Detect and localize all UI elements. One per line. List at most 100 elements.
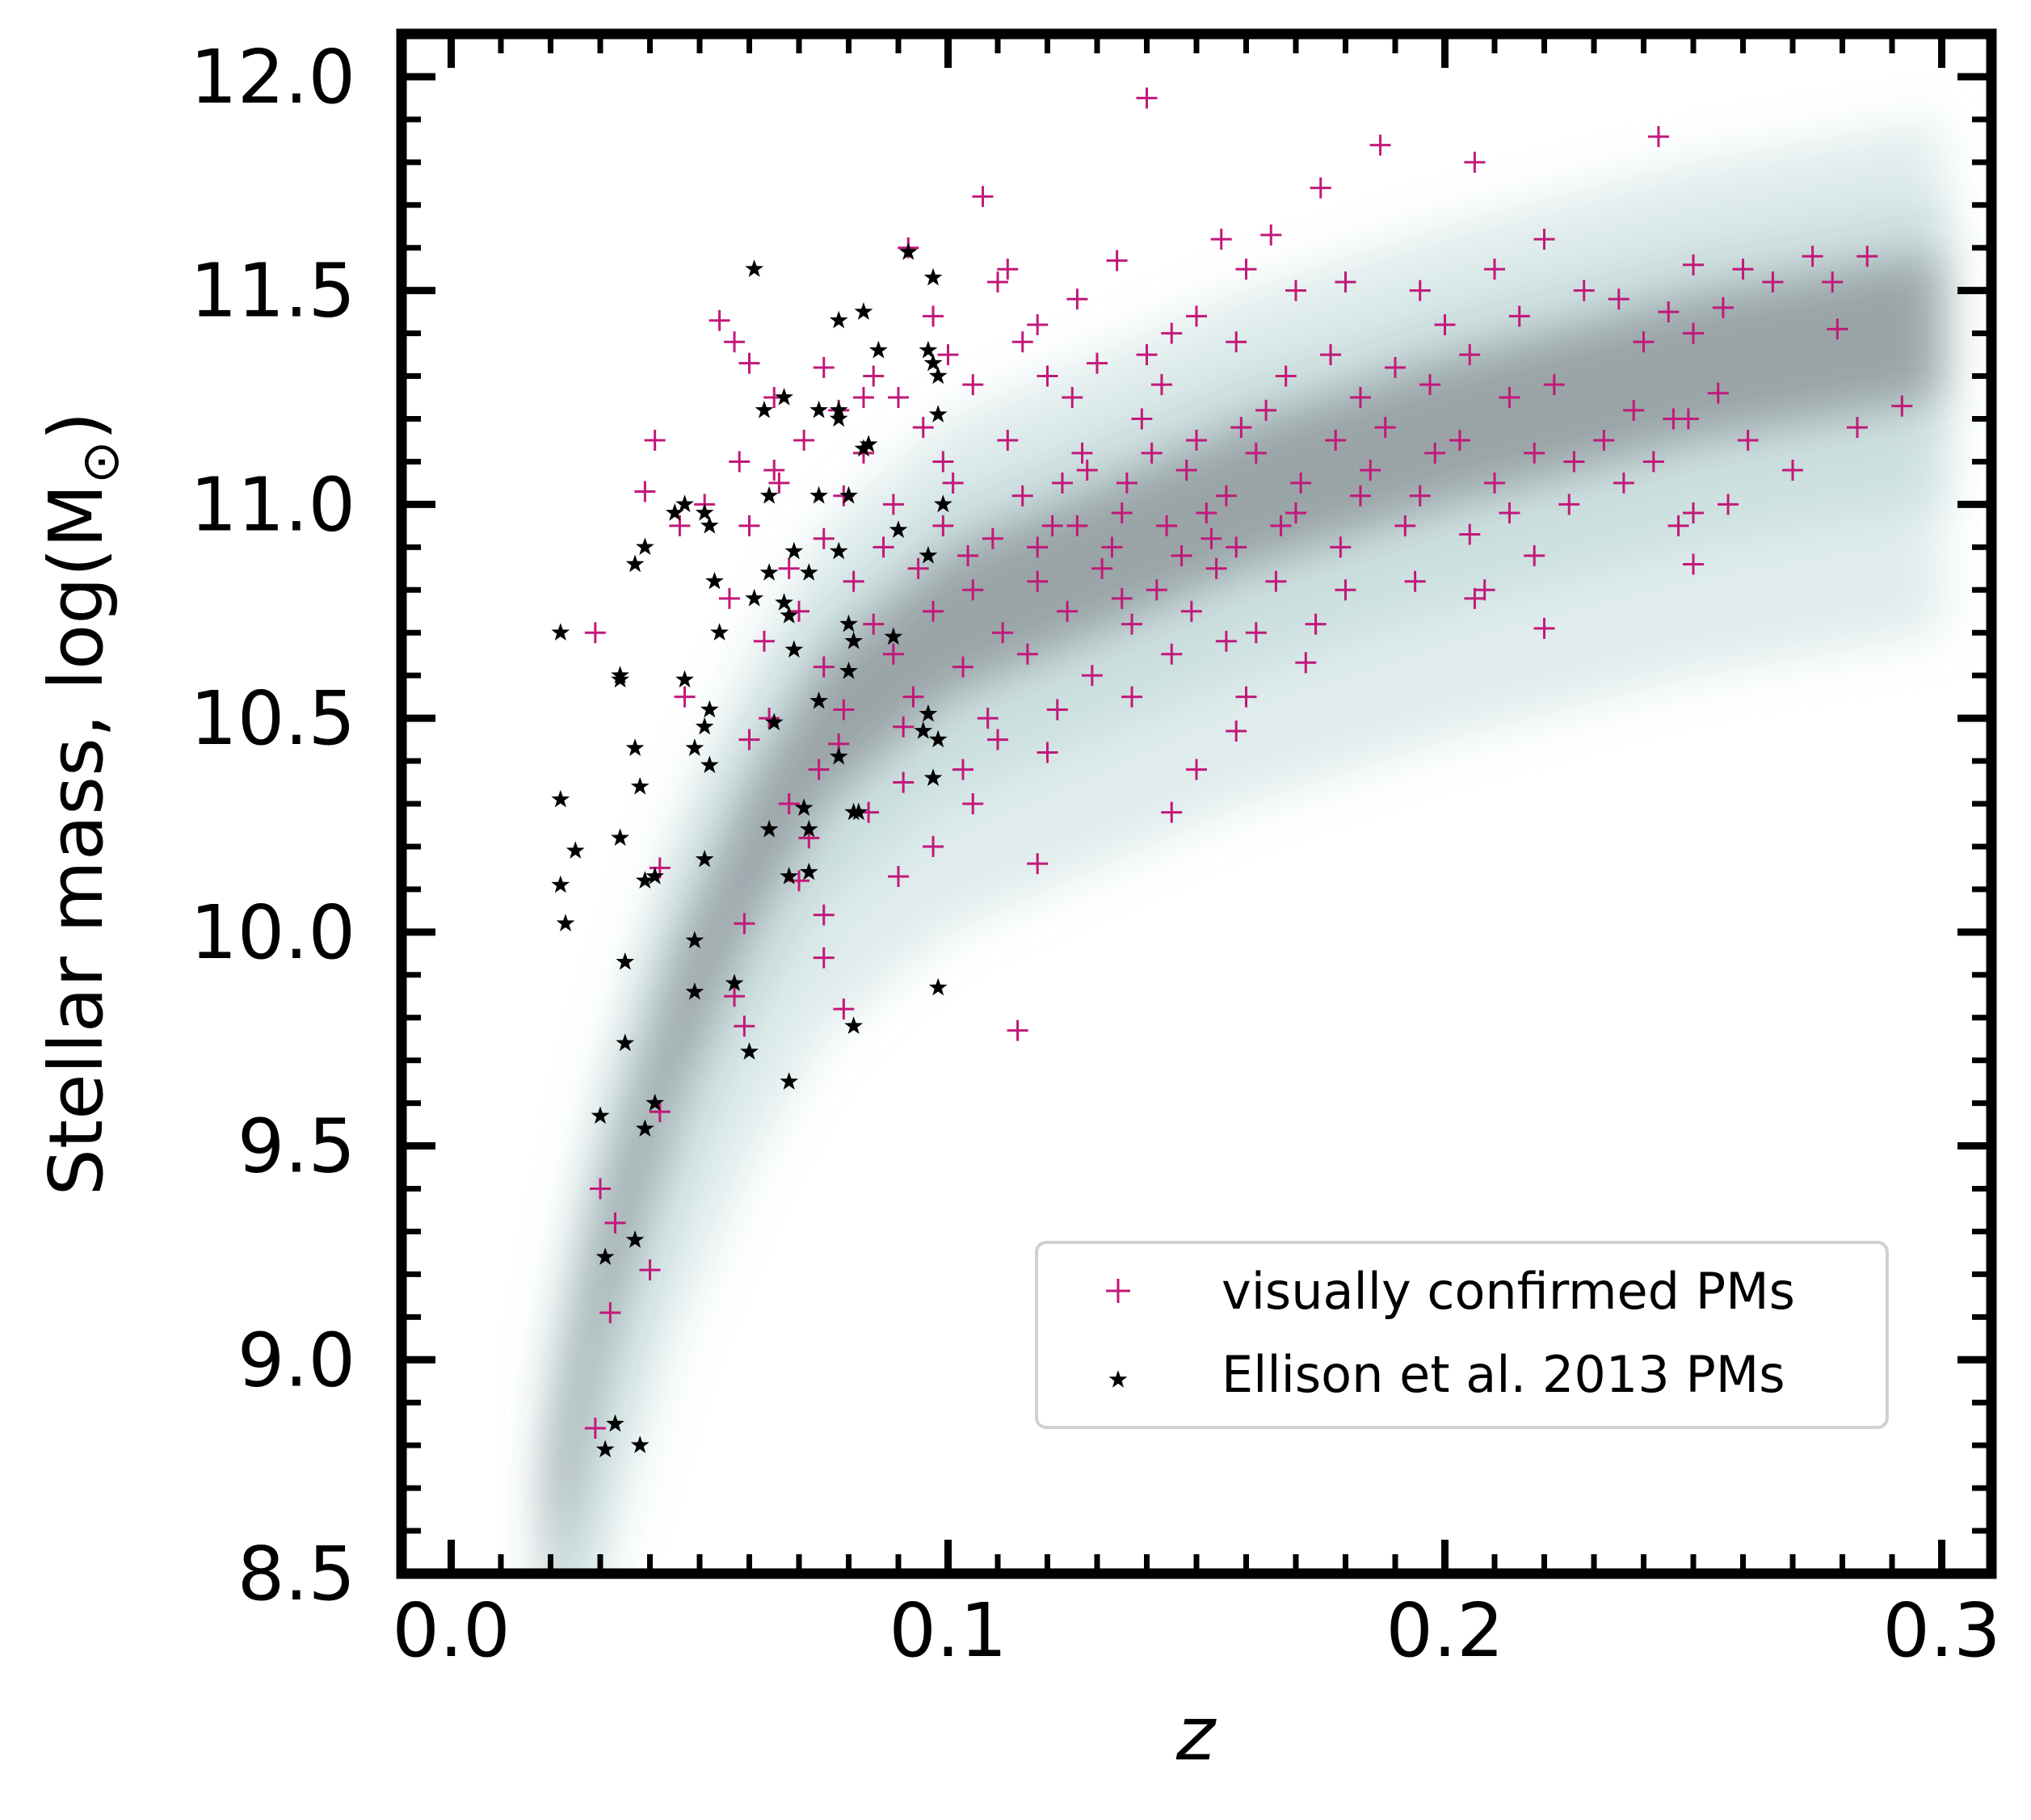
data-point-plus [634,481,656,502]
data-point-plus [1007,1019,1028,1041]
data-point-plus [1011,485,1033,506]
data-point-star [611,828,630,847]
y-tick-label: 9.5 [238,1103,355,1190]
data-point-star [616,952,635,970]
data-point-plus [788,600,809,622]
data-point-plus [1087,352,1108,374]
data-point-star [745,588,764,607]
data-point-star [685,738,704,756]
legend-box [1035,1241,1889,1429]
data-point-plus [813,356,835,378]
data-point-star [566,841,585,859]
data-point-star [675,494,694,513]
data-point-plus [1285,502,1306,523]
data-point-plus [813,528,835,549]
data-point-plus [718,587,740,609]
data-point-plus [1101,536,1123,558]
data-point-plus [674,686,696,708]
data-point-plus [1683,502,1704,523]
data-point-plus [1121,686,1143,708]
data-point-plus [734,913,755,935]
data-point-star [868,340,888,359]
data-point-plus [763,460,785,481]
data-point-plus [1011,331,1033,353]
data-point-plus [1111,587,1133,609]
data-point-plus [778,557,800,579]
data-point-plus [902,686,924,708]
data-point-plus [1474,579,1495,601]
data-point-plus [1106,250,1128,271]
data-point-plus [932,451,954,473]
data-point-plus [1161,643,1183,665]
data-point-star [809,485,829,504]
data-point-plus [852,387,874,409]
data-point-plus [1891,395,1913,417]
data-point-plus [1205,557,1227,579]
data-point-plus [1310,177,1331,199]
data-point-star [551,875,570,893]
data-point-plus [1091,557,1113,579]
data-point-plus [1349,485,1371,506]
data-point-plus [1663,408,1684,430]
data-point-star [625,738,645,756]
data-point-plus [1464,151,1486,173]
data-point-plus [893,716,915,738]
data-point-plus [1707,382,1729,404]
data-point-plus [1136,87,1158,109]
data-point-plus [1633,331,1655,353]
data-point-plus [1484,258,1505,280]
data-point-plus [1037,742,1058,763]
data-point-plus [793,429,815,451]
data-point-plus [1027,570,1049,592]
data-point-plus [1459,344,1481,366]
data-point-plus [1131,408,1153,430]
data-point-plus [738,352,760,374]
data-point-star [551,789,570,808]
data-point-plus [1573,280,1595,301]
data-point-plus [1270,515,1292,536]
data-point-plus [1041,515,1063,536]
data-point-plus [604,1212,626,1234]
data-point-star [625,554,645,573]
data-point-plus [738,515,760,536]
data-point-plus [1533,229,1555,250]
data-point-plus [1121,613,1143,635]
data-point-plus [1409,485,1431,506]
data-point-plus [1623,399,1645,421]
data-point-plus [1255,399,1277,421]
data-point-plus [1226,720,1247,742]
data-point-plus [1226,331,1247,353]
data-point-plus [962,374,984,396]
data-point-star [675,670,694,688]
data-point-plus [972,186,994,208]
data-point-plus [1524,442,1545,464]
data-point-plus [1732,258,1754,280]
data-point-star [759,485,779,504]
data-point-plus [1683,553,1704,575]
data-point-plus [1066,288,1088,310]
data-point-plus [987,729,1008,750]
data-point-plus [1037,365,1058,387]
data-point-plus [1230,417,1252,439]
data-point-plus [1335,579,1356,601]
legend-marker-plus [1106,1279,1130,1303]
data-point-plus [1737,429,1759,451]
data-point-star [775,388,793,406]
data-point-plus [1856,246,1878,267]
data-point-star [829,409,848,427]
data-point-star [630,776,650,795]
data-point-plus [1295,652,1317,674]
y-tick-labels: 8.5 9.0 9.5 10.0 10.5 11.0 11.5 12.0 [190,34,355,1617]
data-point-star [710,623,730,641]
data-point-plus [923,835,944,857]
y-tick-label: 10.0 [190,889,355,976]
data-point-plus [1066,515,1088,536]
data-point-plus [1464,587,1486,609]
data-point-plus [1161,322,1183,344]
data-point-plus [1563,451,1585,473]
density-background [550,119,1942,1574]
data-point-plus [1081,665,1103,687]
data-point-plus [1062,387,1083,409]
data-point-plus [1404,570,1426,592]
data-point-plus [962,579,984,601]
